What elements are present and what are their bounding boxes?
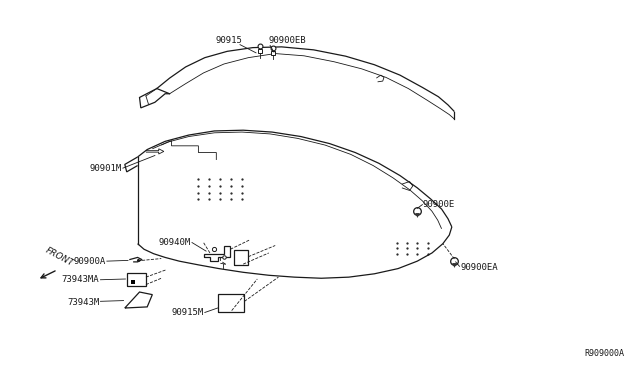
Text: 90900EB: 90900EB: [269, 36, 307, 45]
Text: 90940M: 90940M: [159, 238, 191, 247]
Text: 73943M: 73943M: [67, 298, 99, 307]
Text: 90915M: 90915M: [172, 308, 204, 317]
Text: 90915: 90915: [215, 36, 242, 45]
Text: R909000A: R909000A: [584, 349, 624, 358]
Text: FRONT: FRONT: [44, 246, 75, 268]
Text: 73943MA: 73943MA: [61, 275, 99, 284]
Text: 90900A: 90900A: [74, 257, 106, 266]
Text: 90901M: 90901M: [90, 164, 122, 173]
Text: 90900E: 90900E: [422, 200, 454, 209]
Text: 90900EA: 90900EA: [461, 263, 499, 272]
